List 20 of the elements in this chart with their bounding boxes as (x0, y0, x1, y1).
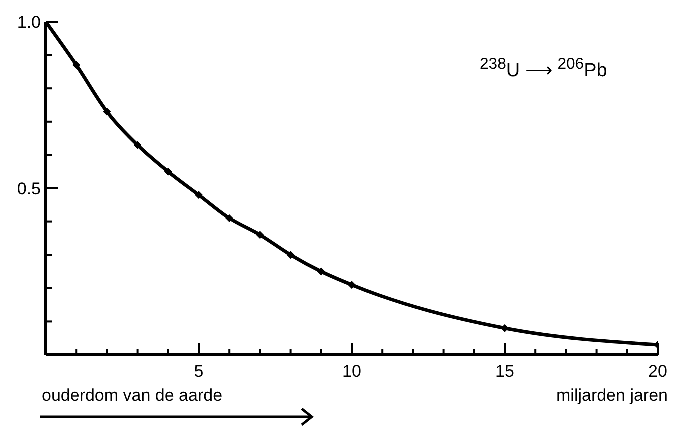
point (256, 231, 264, 240)
point (317, 268, 326, 276)
x-tick-label: 15 (496, 362, 514, 381)
x-axis-title: miljarden jaren (556, 386, 668, 406)
point (164, 168, 172, 176)
point (72, 61, 81, 70)
point (348, 281, 356, 290)
point (195, 191, 203, 200)
point (103, 108, 112, 116)
point (286, 251, 295, 260)
text: ouderdom van de aarde (42, 386, 223, 406)
x-tick-label: 5 (194, 362, 204, 381)
point (501, 324, 509, 332)
point (226, 214, 234, 222)
y-tick-label: 0.5 (17, 180, 41, 198)
point (134, 141, 142, 150)
x-tick-label: 20 (648, 362, 668, 381)
y-tick-label: 1.0 (17, 13, 41, 32)
annotation: $^{238}$U ⟶ $^{206}$Pb (480, 56, 608, 82)
x-tick-label: 10 (342, 362, 362, 381)
